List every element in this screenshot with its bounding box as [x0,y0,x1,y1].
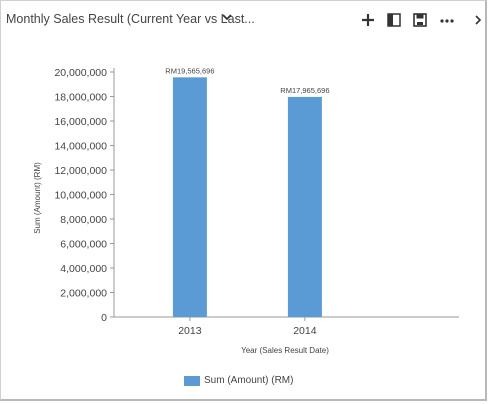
chart-header: Monthly Sales Result (Current Year vs La… [0,0,490,40]
legend-swatch [184,375,200,386]
chart-area: 0 2,000,000 4,000,000 6,000,000 8,000,000 10,… [0,40,490,404]
plus-icon[interactable] [360,12,376,28]
x-axis-label: Year (Sales Result Date) [241,346,329,355]
y-tick-label: 4,000,000 [60,263,107,275]
x-axis: 2013 2014 [114,316,459,337]
y-axis-label: Sum (Amount) (RM) [33,162,42,234]
expand-panel-icon[interactable] [386,12,402,28]
chevron-down-icon[interactable] [222,12,232,25]
legend-label: Sum (Amount) (RM) [204,375,294,386]
bar[interactable] [287,96,322,317]
y-axis: 0 2,000,000 4,000,000 6,000,000 8,000,000 10,… [54,67,115,324]
x-tick-label: 2013 [178,325,202,337]
bar-data-label: RM17,965,696 [280,86,329,95]
bars: RM19,565,696 RM17,965,696 [165,66,330,317]
y-tick-label: 2,000,000 [60,288,107,300]
more-icon[interactable] [439,12,455,28]
legend[interactable]: Sum (Amount) (RM) [184,375,293,386]
y-tick-label: 10,000,000 [54,190,107,202]
y-tick-label: 14,000,000 [54,141,107,153]
chevron-right-icon[interactable] [474,12,484,28]
chart-title[interactable]: Monthly Sales Result (Current Year vs La… [6,12,255,26]
bar-chart: 0 2,000,000 4,000,000 6,000,000 8,000,000 10,… [33,66,459,355]
y-tick-label: 6,000,000 [60,239,107,251]
y-tick-label: 20,000,000 [54,67,107,79]
y-tick-label: 18,000,000 [54,92,107,104]
x-tick-label: 2014 [293,325,317,337]
y-tick-label: 0 [101,312,107,324]
bar[interactable] [172,77,207,317]
y-tick-label: 16,000,000 [54,116,107,128]
y-tick-label: 12,000,000 [54,165,107,177]
y-tick-label: 8,000,000 [60,214,107,226]
bar-data-label: RM19,565,696 [165,66,214,75]
save-icon[interactable] [412,12,428,28]
